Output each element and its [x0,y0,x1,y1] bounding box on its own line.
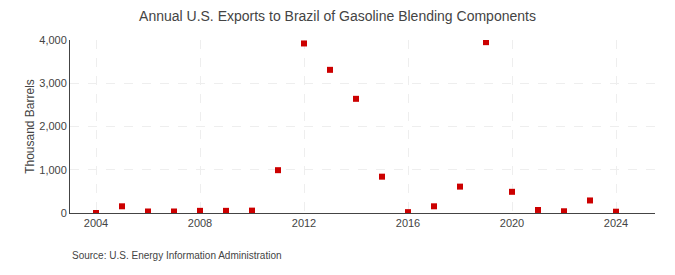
svg-text:2012: 2012 [292,217,316,229]
svg-text:Source: U.S. Energy Informatio: Source: U.S. Energy Information Administ… [72,250,282,261]
svg-text:2,000: 2,000 [39,120,67,132]
svg-text:2008: 2008 [188,217,212,229]
svg-text:2016: 2016 [396,217,420,229]
svg-text:Thousand Barrels: Thousand Barrels [23,79,37,174]
svg-text:1,000: 1,000 [39,164,67,176]
svg-text:0: 0 [61,207,67,219]
svg-text:2024: 2024 [604,217,628,229]
svg-text:2004: 2004 [84,217,108,229]
svg-text:2020: 2020 [500,217,524,229]
svg-text:4,000: 4,000 [39,34,67,46]
svg-text:Annual U.S. Exports to Brazil: Annual U.S. Exports to Brazil of Gasolin… [139,8,536,24]
svg-text:3,000: 3,000 [39,77,67,89]
